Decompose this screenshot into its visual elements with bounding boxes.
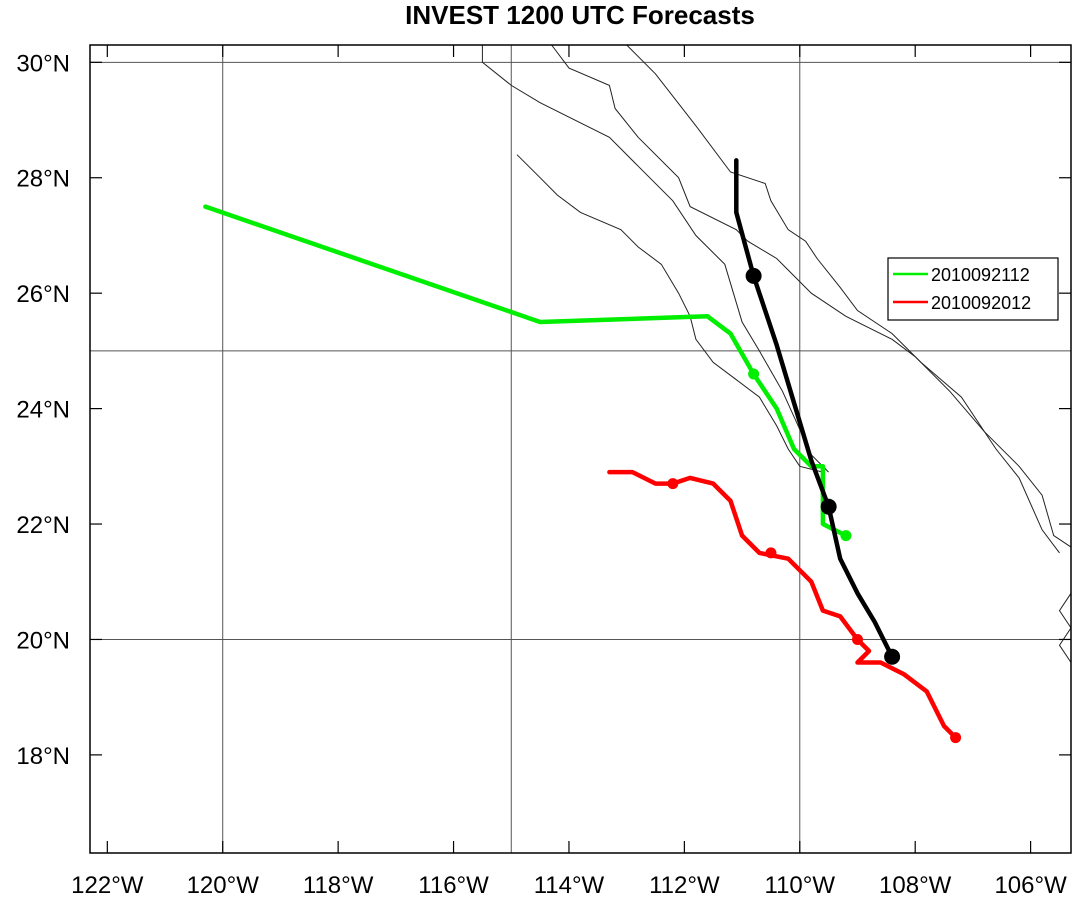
coastline [1058,593,1072,663]
track-point [820,498,837,515]
x-tick-label: 112°W [649,872,720,899]
track-line [607,469,958,740]
x-tick-label: 114°W [534,872,605,899]
track-point [851,633,863,645]
coastline [626,44,1060,554]
x-tick-label: 120°W [187,872,260,899]
y-tick-label: 20°N [16,627,70,654]
x-tick-label: 116°W [418,872,489,899]
track-point [840,530,852,542]
forecast-track [203,204,852,542]
forecast-track [734,158,901,665]
coastline [516,154,824,473]
x-tick-label: 108°W [879,872,952,899]
axes-layer: 122°W 120°W 118°W 116°W 114°W 112°W 110°W 108°W… [16,44,1072,899]
track-point [745,267,762,284]
y-tick-label: 18°N [16,743,70,770]
track-line [734,158,895,660]
graticule-layer [90,45,1071,853]
track-point [748,368,760,380]
coastline-layer [481,44,1072,663]
forecast-tracks-layer [203,158,962,744]
chart-title: INVEST 1200 UTC Forecasts [405,0,755,30]
x-tick-label: 122°W [71,872,144,899]
coastline [551,44,1072,548]
y-tick-label: 24°N [16,397,70,424]
y-tick-label: 30°N [16,50,70,77]
coastline [481,45,829,473]
x-tick-label: 106°W [994,872,1067,899]
x-tick-label: 118°W [303,872,374,899]
track-point [950,732,962,744]
y-tick-label: 26°N [16,281,70,308]
track-point [765,547,777,559]
legend: 2010092112 2010092012 [887,257,1059,321]
forecast-track [607,469,962,744]
x-tick-label: 110°W [765,872,836,899]
y-tick-label: 22°N [16,512,70,539]
legend-label: 2010092012 [931,293,1031,313]
legend-label: 2010092112 [931,265,1030,285]
track-point [667,478,679,490]
track-point [884,648,901,665]
legend-box [887,257,1059,321]
plot-frame [89,44,1072,854]
y-tick-label: 28°N [16,166,70,193]
